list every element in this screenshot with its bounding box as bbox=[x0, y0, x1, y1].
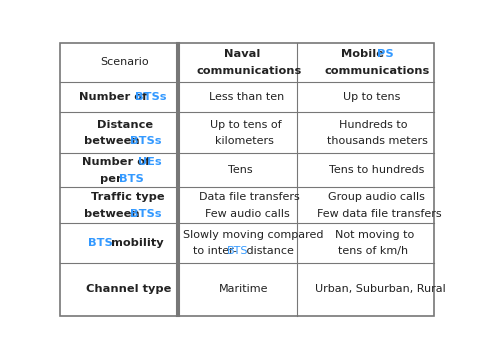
Text: Slowly moving compared: Slowly moving compared bbox=[183, 230, 324, 240]
Text: Mobile: Mobile bbox=[341, 49, 388, 59]
Text: tens of km/h: tens of km/h bbox=[338, 246, 409, 256]
Text: kilometers: kilometers bbox=[215, 136, 274, 146]
Text: BTS: BTS bbox=[88, 238, 112, 248]
Text: thousands meters: thousands meters bbox=[326, 136, 428, 146]
Text: BTSs: BTSs bbox=[135, 92, 166, 102]
Text: to inter-: to inter- bbox=[193, 246, 237, 256]
Text: PS: PS bbox=[377, 49, 394, 59]
Text: Not moving to: Not moving to bbox=[335, 230, 414, 240]
Text: communications: communications bbox=[325, 66, 430, 76]
Text: Channel type: Channel type bbox=[86, 284, 172, 294]
Text: distance: distance bbox=[243, 246, 294, 256]
Text: Up to tens: Up to tens bbox=[343, 92, 401, 102]
Text: Data file transfers: Data file transfers bbox=[199, 192, 299, 202]
Text: communications: communications bbox=[197, 66, 302, 76]
Text: Tens: Tens bbox=[228, 165, 253, 175]
Text: per: per bbox=[99, 174, 125, 184]
Text: Hundreds to: Hundreds to bbox=[339, 120, 408, 130]
Text: Few audio calls: Few audio calls bbox=[205, 208, 290, 219]
Text: Group audio calls: Group audio calls bbox=[328, 192, 425, 202]
Text: Distance: Distance bbox=[97, 120, 153, 130]
Text: UEs: UEs bbox=[138, 157, 161, 167]
Text: mobility: mobility bbox=[107, 238, 163, 248]
Text: between: between bbox=[84, 208, 144, 219]
Text: Number of: Number of bbox=[79, 92, 151, 102]
Text: Few data file transfers: Few data file transfers bbox=[317, 208, 442, 219]
Text: Naval: Naval bbox=[224, 49, 260, 59]
Text: Tens to hundreds: Tens to hundreds bbox=[329, 165, 424, 175]
Text: BTS: BTS bbox=[120, 174, 144, 184]
Text: BTSs: BTSs bbox=[130, 208, 161, 219]
Text: Maritime: Maritime bbox=[218, 284, 268, 294]
Text: BTSs: BTSs bbox=[130, 136, 161, 146]
Text: Scenario: Scenario bbox=[100, 58, 149, 67]
Text: Urban, Suburban, Rural: Urban, Suburban, Rural bbox=[315, 284, 446, 294]
Text: between: between bbox=[84, 136, 144, 146]
Text: Up to tens of: Up to tens of bbox=[210, 120, 281, 130]
Text: BTS: BTS bbox=[227, 246, 248, 256]
Text: Less than ten: Less than ten bbox=[209, 92, 284, 102]
Text: Traffic type: Traffic type bbox=[91, 192, 164, 202]
Text: Number of: Number of bbox=[82, 157, 154, 167]
